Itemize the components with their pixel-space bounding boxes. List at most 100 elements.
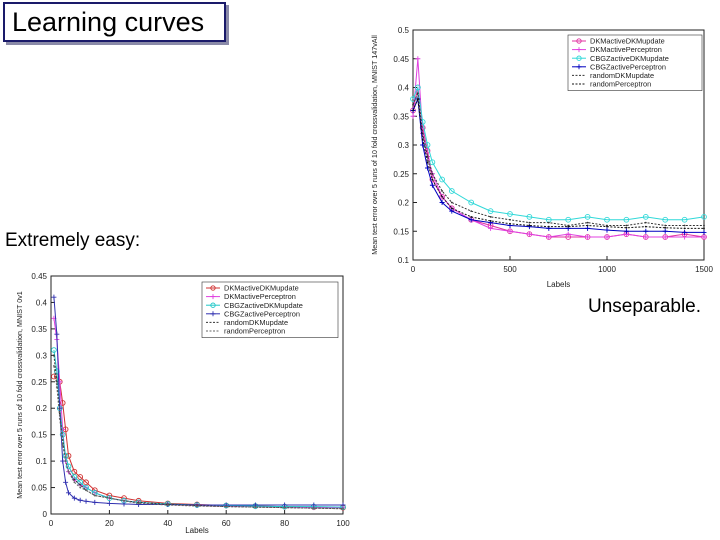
data-point [683, 224, 686, 227]
data-point [426, 161, 429, 164]
data-point [487, 208, 494, 214]
data-point [623, 228, 629, 234]
series-line [53, 349, 344, 508]
series-line [412, 98, 704, 233]
data-point [73, 481, 76, 484]
legend: DKMactiveDKMupdateDKMactivePerceptronCBG… [201, 281, 339, 338]
data-point [63, 479, 69, 485]
series-line [412, 97, 704, 229]
data-point [65, 463, 72, 470]
chart-mnist-0v1: 0 20 40 60 80 100 0 0.05 0.1 0.15 0.2 0.25 0.3 0.35 0.… [15, 272, 350, 535]
series-randomdkmupdate [412, 91, 705, 227]
data-point [701, 234, 707, 240]
data-point [584, 214, 591, 220]
data-point [71, 495, 77, 501]
data-point [701, 229, 707, 235]
data-point [470, 210, 473, 213]
series-line [412, 58, 704, 238]
data-point [54, 331, 60, 337]
series-cbgzactivedkmupdate [410, 84, 707, 223]
y-tick-label: 0.2 [398, 199, 410, 208]
data-point [489, 215, 492, 218]
legend-label: DKMactiveDKMupdate [590, 37, 665, 46]
data-point [526, 214, 533, 220]
data-point [312, 507, 315, 510]
legend-label: DKMactivePerceptron [224, 292, 296, 301]
data-point [664, 224, 667, 227]
data-point [137, 502, 140, 505]
y-tick-label: 0.05 [31, 484, 47, 493]
data-point [51, 347, 57, 353]
data-point [528, 221, 531, 224]
caption-extremely-easy: Extremely easy: [5, 230, 141, 251]
legend-marker [210, 302, 216, 308]
x-tick-label: 500 [503, 265, 517, 274]
data-point [606, 225, 608, 228]
data-point [59, 400, 66, 406]
x-tick-label: 0 [411, 265, 416, 274]
data-point [547, 221, 550, 224]
legend-box [201, 281, 339, 338]
legend-label: randomPerceptron [224, 327, 285, 336]
series-line [53, 365, 344, 510]
y-tick-label: 0.25 [393, 170, 409, 179]
y-tick-label: 0.15 [393, 227, 409, 236]
data-point [425, 165, 431, 171]
data-point [415, 56, 421, 62]
data-point [586, 221, 589, 224]
data-point [703, 224, 705, 227]
data-point [73, 478, 76, 481]
data-point [283, 506, 286, 509]
data-point [340, 502, 346, 508]
data-point [643, 234, 649, 240]
title-box: Learning curves [3, 2, 226, 42]
data-point [565, 231, 571, 237]
data-point [449, 208, 455, 214]
y-tick-label: 0.2 [36, 404, 48, 413]
data-point [342, 507, 344, 510]
data-point [662, 216, 669, 223]
data-point [414, 84, 421, 91]
legend-marker [210, 294, 216, 300]
y-axis-label: Mean test error over 5 runs of 10 fold c… [15, 291, 24, 499]
x-tick-label: 80 [280, 519, 289, 528]
series-line [412, 85, 705, 221]
y-tick-label: 0.25 [31, 378, 47, 387]
y-tick-label: 0.4 [398, 84, 410, 93]
data-point [61, 444, 64, 447]
data-point [448, 188, 455, 194]
x-tick-label: 1500 [695, 265, 713, 274]
x-tick-label: 60 [222, 519, 231, 528]
data-point [625, 226, 628, 229]
data-point [441, 195, 443, 198]
data-point [470, 215, 473, 218]
data-point [426, 155, 429, 158]
data-point [53, 354, 55, 357]
series-line [412, 91, 704, 227]
data-point [431, 172, 434, 175]
y-tick-label: 0.45 [31, 272, 47, 281]
data-point [604, 234, 610, 240]
data-point [509, 218, 511, 221]
legend-label: CBGZactivePerceptron [224, 309, 300, 318]
data-point [420, 142, 426, 148]
data-point [64, 460, 67, 463]
data-point [664, 226, 667, 229]
data-point [528, 224, 531, 227]
y-tick-label: 0.1 [398, 256, 410, 265]
data-point [644, 225, 647, 228]
y-tick-label: 0.35 [31, 325, 47, 334]
data-point [311, 502, 317, 508]
data-point [450, 201, 453, 204]
data-point [412, 103, 414, 106]
legend-marker [576, 47, 582, 53]
series-line [53, 297, 343, 506]
data-point [701, 214, 707, 220]
legend-marker [210, 285, 216, 291]
legend-marker [576, 55, 582, 61]
data-point [51, 294, 57, 300]
data-point [79, 486, 82, 489]
data-point [681, 216, 688, 223]
y-tick-label: 0.3 [36, 351, 48, 360]
data-point [585, 234, 591, 240]
